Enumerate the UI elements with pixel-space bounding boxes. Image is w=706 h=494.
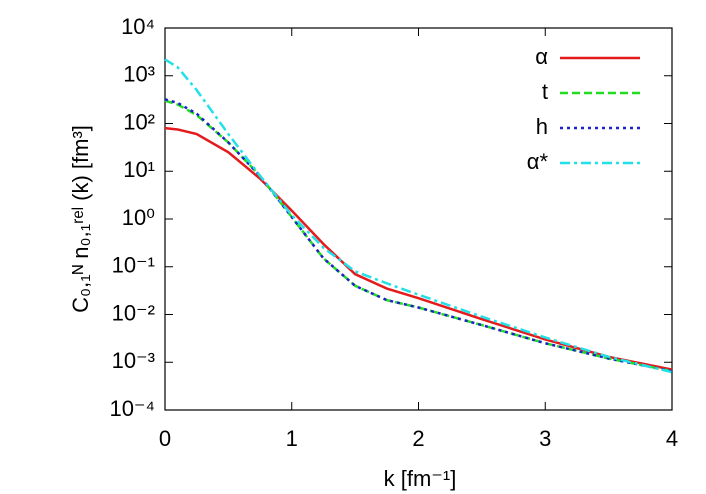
series-line — [164, 98, 673, 373]
x-tick-label: 1 — [286, 426, 298, 451]
y-axis-label: C₀,₁ᴺ n₀,₁ʳᵉˡ (k) [fm³] — [68, 125, 93, 313]
y-tick-label: 10¹ — [123, 157, 155, 182]
y-tick-label: 10⁻⁴ — [109, 396, 155, 421]
y-tick-label: 10³ — [123, 62, 155, 87]
x-axis-label: k [fm⁻¹] — [384, 466, 457, 491]
series-line — [164, 126, 673, 371]
x-tick-label: 0 — [159, 426, 171, 451]
series-line — [164, 58, 673, 374]
legend-label: h — [536, 114, 548, 139]
x-tick-label: 4 — [666, 426, 678, 451]
y-tick-label: 10⁴ — [121, 14, 155, 39]
y-tick-label: 10⁻² — [112, 300, 155, 325]
legend-label: α* — [527, 149, 549, 174]
x-tick-label: 2 — [412, 426, 424, 451]
x-tick-label: 3 — [539, 426, 551, 451]
legend-label: α — [535, 44, 548, 69]
legend-label: t — [542, 79, 548, 104]
y-tick-label: 10⁰ — [122, 205, 155, 230]
y-tick-label: 10⁻¹ — [112, 253, 155, 278]
y-tick-label: 10² — [123, 109, 155, 134]
series-line — [164, 99, 673, 373]
y-tick-label: 10⁻³ — [112, 348, 155, 373]
